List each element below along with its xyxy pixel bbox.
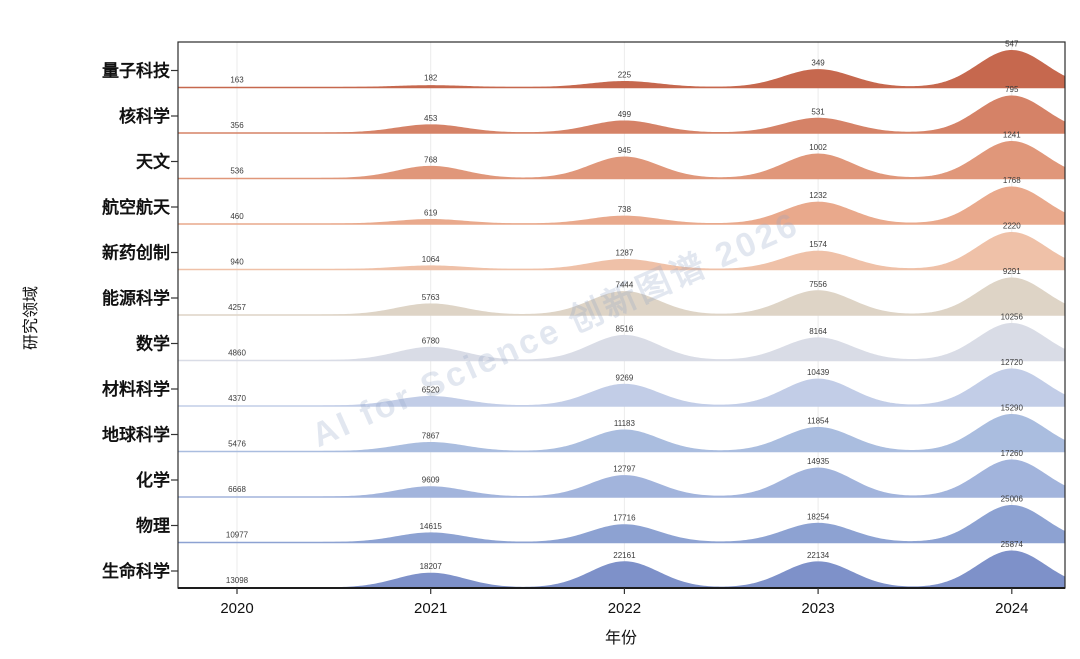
y-tick-label: 化学 — [136, 470, 170, 490]
value-label: 499 — [618, 110, 632, 119]
watermark-text: AI for Science 创新图谱 2026 — [306, 205, 805, 455]
value-label: 9291 — [1003, 267, 1021, 276]
value-label: 4860 — [228, 349, 246, 358]
x-axis-title: 年份 — [605, 629, 637, 647]
ridge-rows-layer — [178, 49, 1066, 589]
value-label: 17260 — [1001, 449, 1024, 458]
x-tick-label: 2022 — [608, 600, 641, 617]
y-tick-label: 天文 — [136, 152, 171, 172]
value-label: 356 — [230, 121, 244, 130]
value-label: 11854 — [807, 417, 829, 426]
value-label: 9269 — [616, 373, 634, 382]
value-label: 8164 — [809, 327, 827, 336]
value-label: 7444 — [616, 281, 634, 290]
value-label: 12720 — [1001, 358, 1024, 367]
value-label: 22161 — [613, 551, 636, 560]
value-label: 4257 — [228, 303, 246, 312]
value-label: 17716 — [613, 514, 636, 523]
value-label: 795 — [1005, 85, 1019, 94]
value-label: 945 — [618, 146, 632, 155]
value-label: 6780 — [422, 336, 440, 345]
value-label: 5476 — [228, 440, 246, 449]
value-labels-layer: 163 182 225 349 547 356 453 499 531 795 536 768 945 1… — [226, 40, 1024, 586]
value-label: 1002 — [809, 143, 827, 152]
value-label: 547 — [1005, 40, 1019, 49]
value-label: 1241 — [1003, 131, 1021, 140]
y-tick-label: 生命科学 — [102, 561, 170, 581]
value-label: 11183 — [614, 419, 636, 428]
value-label: 14615 — [420, 522, 443, 531]
y-axis-title: 研究领域 — [22, 286, 40, 350]
y-tick-label: 航空航天 — [102, 197, 171, 217]
value-label: 18254 — [807, 512, 830, 521]
value-label: 619 — [424, 209, 438, 218]
value-label: 10256 — [1001, 313, 1024, 322]
value-label: 8516 — [616, 324, 634, 333]
x-tick-label: 2021 — [414, 600, 447, 617]
value-label: 4370 — [228, 394, 246, 403]
y-tick-label: 物理 — [136, 516, 170, 536]
value-label: 940 — [230, 258, 244, 267]
value-label: 18207 — [420, 562, 443, 571]
value-label: 25006 — [1001, 495, 1024, 504]
value-label: 453 — [424, 114, 438, 123]
value-label: 1574 — [809, 240, 827, 249]
ridge-row — [178, 504, 1066, 543]
x-tick-label: 2020 — [220, 600, 253, 617]
y-tick-label: 核科学 — [119, 106, 170, 126]
value-label: 7867 — [422, 432, 440, 441]
value-label: 768 — [424, 155, 438, 164]
value-label: 15290 — [1001, 404, 1024, 413]
value-label: 6668 — [228, 485, 246, 494]
value-label: 460 — [230, 212, 244, 221]
y-tick-label: 材料科学 — [102, 379, 170, 399]
value-label: 182 — [424, 74, 438, 83]
x-tick-label: 2023 — [801, 600, 834, 617]
y-tick-label: 新药创制 — [102, 243, 170, 263]
value-label: 9609 — [422, 476, 440, 485]
value-label: 1768 — [1003, 176, 1021, 185]
value-label: 225 — [618, 71, 632, 80]
value-label: 7556 — [809, 280, 827, 289]
value-label: 1287 — [616, 249, 634, 258]
value-label: 10977 — [226, 531, 249, 540]
value-label: 22134 — [807, 551, 830, 560]
value-label: 163 — [230, 76, 244, 85]
value-label: 531 — [811, 107, 825, 116]
y-tick-label: 数学 — [136, 334, 170, 354]
y-tick-label: 地球科学 — [102, 425, 170, 445]
value-label: 25874 — [1001, 540, 1024, 549]
x-tick-label: 2024 — [995, 600, 1028, 617]
value-label: 1232 — [809, 191, 827, 200]
y-tick-label: 能源科学 — [102, 288, 170, 308]
y-tick-label: 量子科技 — [102, 61, 171, 81]
value-label: 12797 — [613, 465, 636, 474]
value-label: 738 — [618, 205, 632, 214]
value-label: 349 — [811, 59, 825, 68]
value-label: 2220 — [1003, 222, 1021, 231]
value-label: 536 — [230, 167, 244, 176]
value-label: 14935 — [807, 457, 830, 466]
ridge-row — [178, 49, 1066, 88]
value-label: 10439 — [807, 368, 830, 377]
value-label: 1064 — [422, 255, 440, 264]
value-label: 6520 — [422, 386, 440, 395]
value-label: 5763 — [422, 293, 440, 302]
value-label: 13098 — [226, 576, 249, 585]
